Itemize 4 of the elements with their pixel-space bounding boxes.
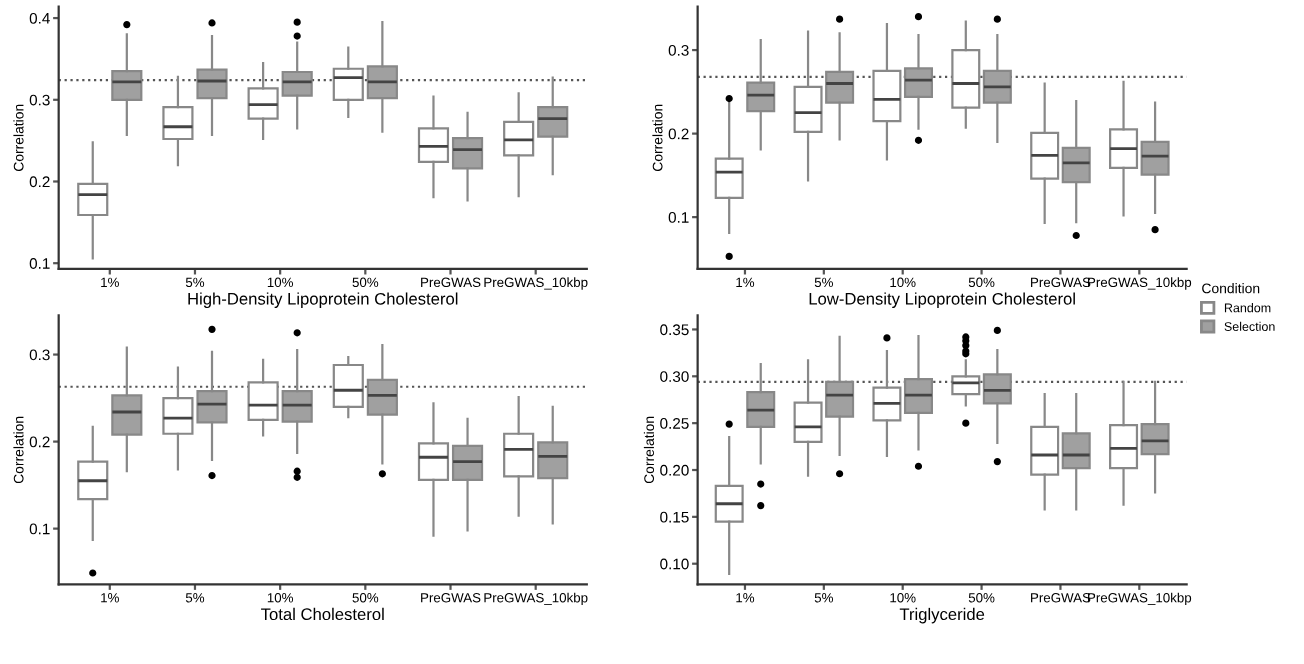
- x-axis-title: Total Cholesterol: [261, 607, 384, 621]
- x-axis-title: Low-Density Lipoprotein Cholesterol: [809, 292, 1075, 308]
- x-axis-title: Triglyceride: [899, 607, 985, 624]
- x-axis-title: High-Density Lipoprotein Cholesterol: [188, 292, 458, 308]
